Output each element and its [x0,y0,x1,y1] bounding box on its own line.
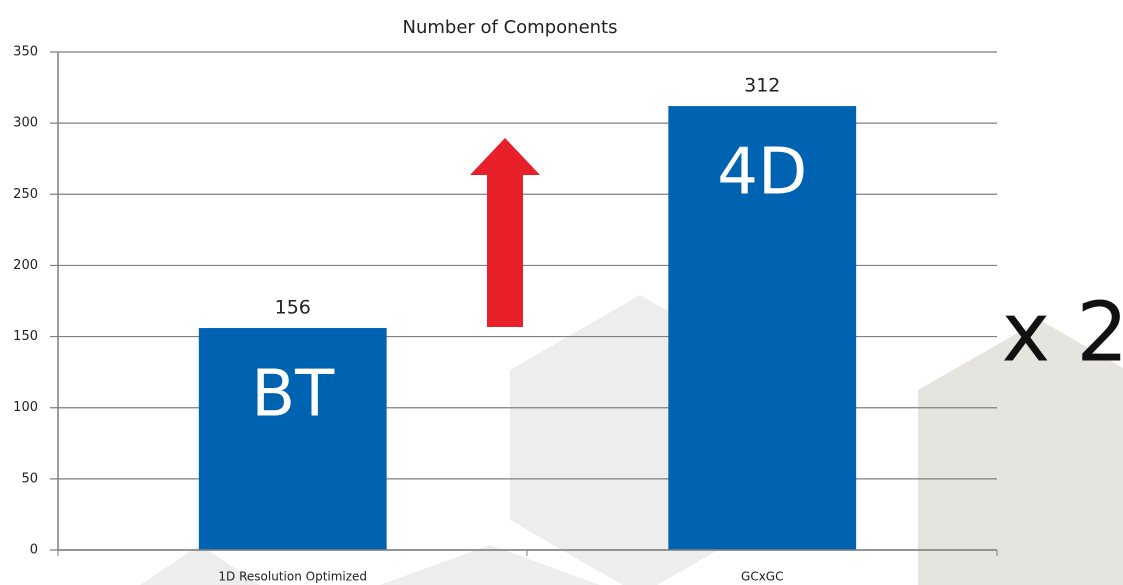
y-tick-label: 300 [13,116,38,131]
y-tick-label: 100 [13,400,38,415]
x-tick-label: GCxGC [741,570,783,584]
annotation: x 2 [1002,285,1123,380]
data-label: 156 [275,297,311,319]
x-tick-label: 1D Resolution Optimized [218,570,367,584]
y-tick-label: 350 [13,45,38,60]
y-tick-label: 0 [30,543,38,558]
bar [198,328,387,550]
y-tick-label: 200 [13,258,38,273]
y-tick-label: 50 [21,471,38,486]
bar [668,106,857,550]
hexagon [918,320,1123,585]
data-label: 312 [744,75,780,97]
up-arrow [470,138,540,327]
y-tick-label: 150 [13,329,38,344]
hexagon [380,545,600,585]
bar-label: 4D [717,136,807,210]
chart-title: Number of Components [403,17,618,38]
plot-area: 0 50 100 150 200 250 300 350 1D Resolution Optim… [13,45,997,584]
y-tick-label: 250 [13,187,38,202]
hexagon [140,545,260,585]
bar-label: BT [251,358,335,432]
